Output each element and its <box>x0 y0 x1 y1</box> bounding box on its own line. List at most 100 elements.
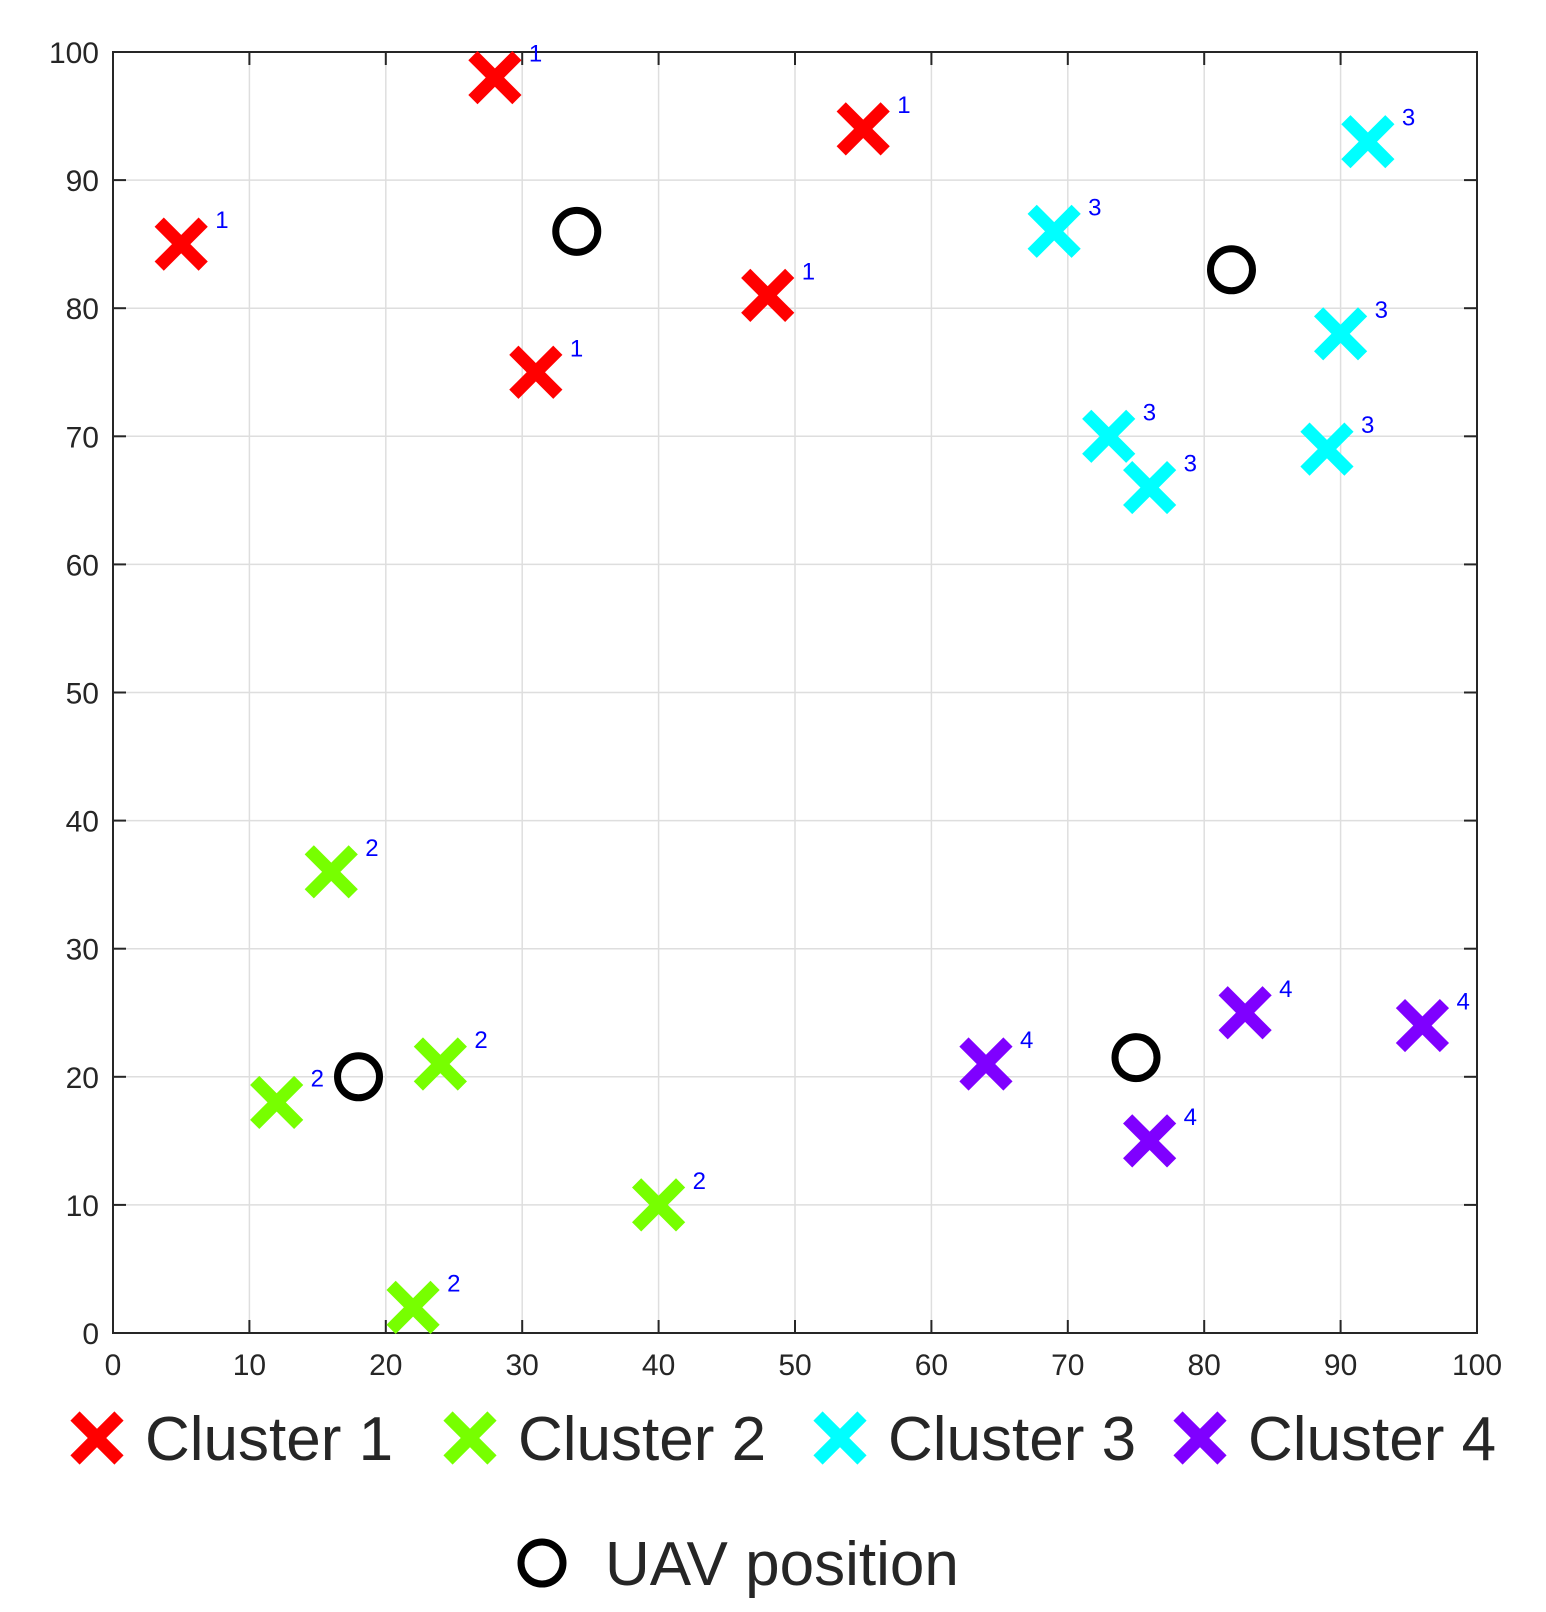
x-marker-stroke <box>836 102 890 156</box>
x-marker-stroke <box>1395 998 1450 1053</box>
x-marker-stroke <box>413 1037 467 1091</box>
x-marker-stroke <box>468 51 522 105</box>
uav-position-point <box>334 1052 384 1102</box>
cluster-3-point <box>1082 409 1136 463</box>
x-marker-stroke <box>304 845 358 899</box>
cluster-2-point-label: 2 <box>693 1168 706 1195</box>
legend-item-uav-position: UAV position <box>517 1530 959 1599</box>
y-tick-label: 60 <box>66 549 99 582</box>
legend: Cluster 1 Cluster 2 Cluster 3 Cluster 4 UAV … <box>70 1405 1496 1599</box>
x-tick-label: 90 <box>1324 1349 1357 1382</box>
legend-item-cluster-1: Cluster 1 <box>70 1405 393 1474</box>
cluster-1-point-label: 1 <box>802 258 815 285</box>
cluster-2-legend-marker <box>443 1411 497 1465</box>
cluster-4-legend-label: Cluster 4 <box>1248 1405 1496 1474</box>
cluster-3-point-label: 3 <box>1143 399 1156 426</box>
cluster-3-point-label: 3 <box>1361 412 1374 439</box>
cluster-3-point <box>1314 307 1368 361</box>
x-marker-stroke <box>509 345 563 399</box>
tick-layer: 0 10 20 30 40 50 60 70 80 90 100 0 10 20 30 40 50 60 70 80 9… <box>49 37 1502 1382</box>
x-marker-stroke <box>813 1411 867 1465</box>
cluster-3-point-label: 3 <box>1184 451 1197 478</box>
cluster-2-point-label: 2 <box>311 1065 324 1092</box>
cluster-2-legend-label: Cluster 2 <box>518 1405 766 1474</box>
x-tick-label: 100 <box>1452 1349 1502 1382</box>
cluster-2-point <box>632 1178 686 1232</box>
cluster-4-point <box>1218 986 1272 1040</box>
uav-position-point <box>1111 1033 1161 1083</box>
y-tick-label: 100 <box>49 37 99 70</box>
grid-layer <box>113 52 1477 1333</box>
x-marker-stroke <box>386 1280 440 1334</box>
cluster-2-point-label: 2 <box>474 1027 487 1054</box>
cluster-3-legend-label: Cluster 3 <box>888 1405 1136 1474</box>
legend-item-cluster-2: Cluster 2 <box>443 1405 766 1474</box>
x-marker-stroke <box>443 1411 497 1465</box>
x-marker-stroke <box>154 217 208 271</box>
cluster-2-point-label: 2 <box>447 1270 460 1297</box>
cluster-3-point <box>1123 460 1177 515</box>
mark-layer: 1 1 1 1 1 2 2 2 2 2 3 3 3 3 3 3 4 4 4 4 <box>154 41 1470 1334</box>
cluster-1-point <box>836 102 890 156</box>
uav-position-legend-label: UAV position <box>605 1530 959 1599</box>
cluster-3-point-label: 3 <box>1088 194 1101 221</box>
x-marker-stroke <box>1314 307 1368 361</box>
y-tick-label: 90 <box>66 165 99 198</box>
y-tick-label: 40 <box>66 806 99 839</box>
cluster-3-point <box>1341 115 1395 169</box>
cluster-4-point <box>1395 998 1450 1053</box>
cluster-2-point <box>250 1075 304 1130</box>
x-tick-label: 30 <box>506 1349 539 1382</box>
y-tick-label: 0 <box>82 1318 99 1351</box>
cluster-1-legend-marker <box>70 1411 124 1465</box>
cluster-1-point-label: 1 <box>570 335 583 362</box>
cluster-4-point-label: 4 <box>1184 1104 1197 1131</box>
x-marker-stroke <box>1082 409 1136 463</box>
uav-position-point <box>552 206 602 256</box>
cluster-4-legend-marker <box>1173 1411 1227 1465</box>
cluster-1-point-label: 1 <box>897 92 910 119</box>
uav-position-legend-marker <box>517 1538 567 1588</box>
cluster-2-point <box>304 845 358 899</box>
y-tick-label: 70 <box>66 421 99 454</box>
x-marker-stroke <box>1027 204 1081 258</box>
cluster-1-point <box>468 51 522 105</box>
y-tick-label: 80 <box>66 293 99 326</box>
cluster-2-point <box>386 1280 440 1334</box>
x-tick-label: 0 <box>105 1349 122 1382</box>
x-marker-stroke <box>959 1037 1013 1091</box>
cluster-3-point <box>1027 204 1081 258</box>
x-marker-stroke <box>1300 422 1354 476</box>
x-marker-stroke <box>1218 986 1272 1040</box>
x-tick-label: 50 <box>778 1349 811 1382</box>
cluster-1-point <box>509 345 563 399</box>
x-marker-stroke <box>250 1075 304 1130</box>
cluster-3-point <box>1300 422 1354 476</box>
x-marker-stroke <box>741 268 795 322</box>
cluster-4-point-label: 4 <box>1020 1027 1033 1054</box>
cluster-4-point <box>1123 1114 1177 1168</box>
x-tick-label: 40 <box>642 1349 675 1382</box>
cluster-3-point-label: 3 <box>1402 105 1415 132</box>
cluster-4-point-label: 4 <box>1279 976 1292 1003</box>
x-tick-label: 60 <box>915 1349 948 1382</box>
uav-position-point <box>1206 245 1256 295</box>
cluster-3-legend-marker <box>813 1411 867 1465</box>
cluster-4-point <box>959 1037 1013 1091</box>
x-marker-stroke <box>70 1411 124 1465</box>
y-tick-label: 30 <box>66 934 99 967</box>
cluster-2-point-label: 2 <box>365 835 378 862</box>
cluster-1-point-label: 1 <box>215 207 228 234</box>
y-tick-label: 50 <box>66 678 99 711</box>
cluster-1-point-label: 1 <box>529 41 542 68</box>
cluster-1-point <box>741 268 795 322</box>
x-marker-stroke <box>1341 115 1395 169</box>
x-tick-label: 80 <box>1188 1349 1221 1382</box>
x-tick-label: 10 <box>233 1349 266 1382</box>
cluster-4-point-label: 4 <box>1456 989 1469 1016</box>
y-tick-label: 10 <box>66 1190 99 1223</box>
cluster-3-point-label: 3 <box>1375 297 1388 324</box>
legend-item-cluster-3: Cluster 3 <box>813 1405 1136 1474</box>
